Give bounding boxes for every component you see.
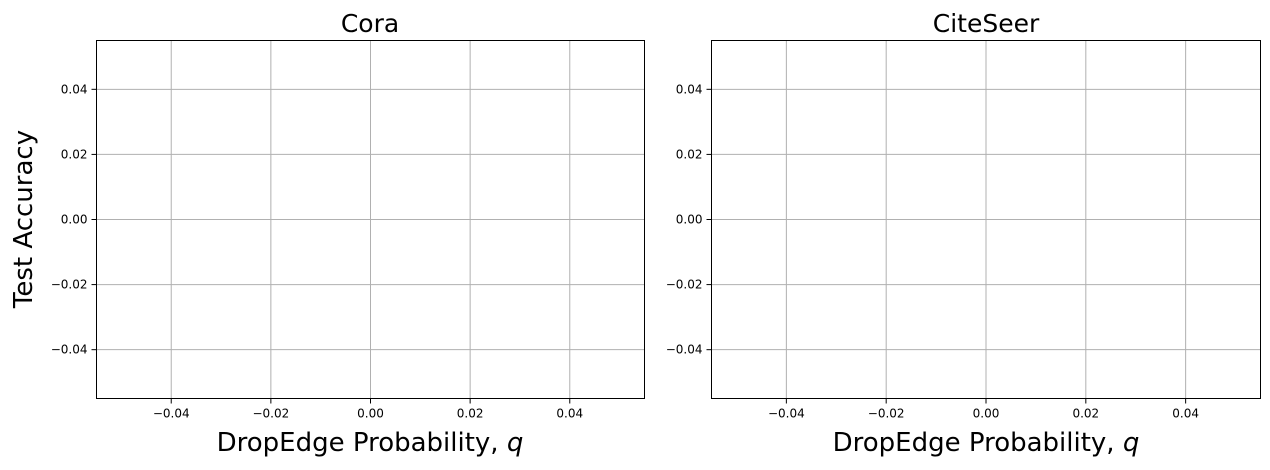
citeseer-x-tick-label: −0.04 — [768, 407, 805, 421]
cora-y-tick-label: −0.04 — [51, 343, 88, 357]
citeseer-x-tick-label: 0.04 — [1172, 407, 1199, 421]
cora-x-tick-label: −0.02 — [252, 407, 289, 421]
cora-x-tick-label: 0.00 — [357, 407, 384, 421]
cora-ticks: −0.04 −0.02 0.00 0.02 0.04 0.04 0.02 0.00 −0.02 −… — [51, 82, 583, 420]
citeseer-y-tick-label: 0.04 — [676, 82, 703, 96]
cora-y-tick-label: 0.04 — [61, 82, 88, 96]
citeseer-x-axis-label: DropEdge Probability, q — [833, 428, 1140, 458]
cora-y-tick-label: −0.02 — [51, 278, 88, 292]
citeseer-title: CiteSeer — [933, 9, 1040, 38]
citeseer-grid — [711, 40, 1261, 399]
cora-y-tick-label: 0.00 — [61, 213, 88, 227]
cora-title: Cora — [341, 9, 399, 38]
cora-grid — [96, 40, 645, 399]
cora-x-tick-label: 0.04 — [556, 407, 583, 421]
citeseer-x-tick-label: −0.02 — [868, 407, 905, 421]
citeseer-x-axis-variable: q — [1123, 428, 1140, 458]
cora-y-tick-label: 0.02 — [61, 147, 88, 161]
cora-y-axis-label: Test Accuracy — [9, 130, 39, 309]
citeseer-panel: CiteSeer −0.04 −0.02 0.00 0.02 0.04 0.04 0.02 0… — [666, 9, 1261, 458]
cora-panel: Cora −0.04 −0.02 0.00 0.02 0.040.040.020.00−… — [9, 9, 645, 458]
cora-x-axis-label: DropEdge Probability, q — [217, 428, 524, 458]
citeseer-ticks: −0.04 −0.02 0.00 0.02 0.04 0.04 0.02 0.00 −0.02 −… — [666, 82, 1199, 420]
cora-x-tick-label: 0.02 — [457, 407, 484, 421]
citeseer-y-tick-label: 0.02 — [676, 147, 703, 161]
citeseer-y-tick-label: −0.04 — [666, 343, 703, 357]
citeseer-x-tick-label: 0.00 — [973, 407, 1000, 421]
citeseer-y-tick-label: 0.00 — [676, 213, 703, 227]
citeseer-y-tick-label: −0.02 — [666, 278, 703, 292]
cora-x-axis-variable: q — [507, 428, 524, 458]
citeseer-x-tick-label: 0.02 — [1072, 407, 1099, 421]
cora-x-tick-label: −0.04 — [153, 407, 190, 421]
